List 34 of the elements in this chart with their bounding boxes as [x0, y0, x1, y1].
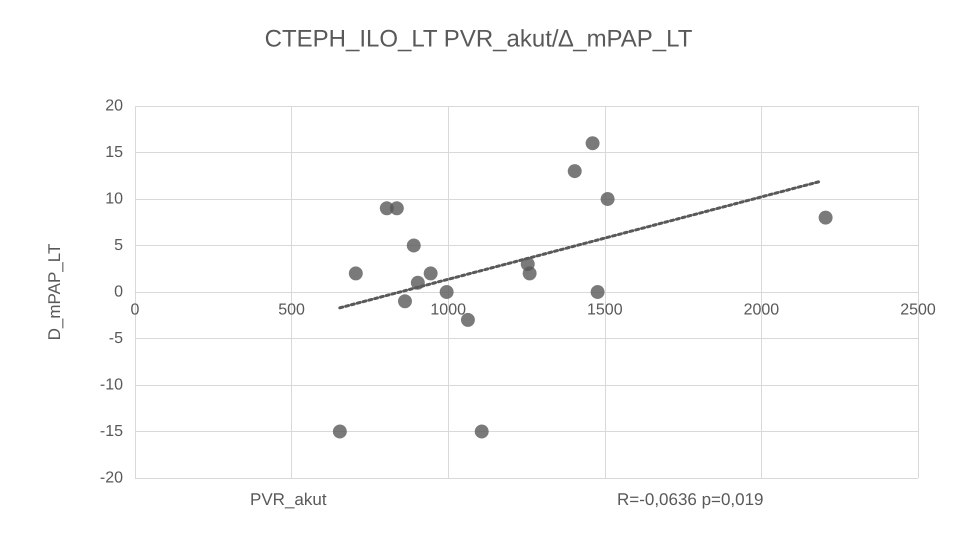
x-tick-label: 2500 — [900, 302, 936, 318]
y-tick-label: 5 — [114, 237, 124, 254]
x-tick-label: 1000 — [430, 302, 466, 318]
point — [332, 424, 347, 438]
point — [390, 201, 404, 216]
point — [474, 424, 489, 438]
y-tick-label: 0 — [114, 284, 124, 300]
y-tick-label: 20 — [105, 98, 124, 114]
point — [522, 266, 537, 280]
y-tick-label: -5 — [108, 330, 124, 347]
point — [348, 266, 363, 280]
x-tick-label: 1500 — [587, 302, 623, 318]
point — [410, 276, 425, 290]
y-tick-label: -10 — [100, 376, 124, 394]
y-axis-title: D_mPAP_LT — [45, 244, 64, 340]
x-tick-label: 500 — [278, 302, 306, 318]
y-tick-label: 15 — [105, 144, 124, 161]
x-tick-label: 2000 — [744, 302, 780, 318]
point — [424, 266, 438, 280]
x-tick-label: 0 — [130, 302, 140, 318]
point — [590, 285, 605, 299]
y-tick-label: -20 — [100, 470, 124, 486]
chart-title: CTEPH_ILO_LT PVR_akut/∆_mPAP_LT — [264, 26, 693, 52]
y-tick-label: 10 — [105, 190, 124, 208]
point — [600, 192, 615, 206]
x-axis-title: PVR_akut — [250, 490, 327, 509]
y-tick-label: -15 — [100, 423, 124, 440]
point — [568, 164, 582, 178]
text: R=-0,0636 p=0,019 — [617, 490, 764, 509]
point — [398, 294, 412, 308]
point — [818, 210, 833, 225]
point — [406, 238, 421, 252]
point — [586, 136, 600, 150]
point — [440, 285, 454, 299]
